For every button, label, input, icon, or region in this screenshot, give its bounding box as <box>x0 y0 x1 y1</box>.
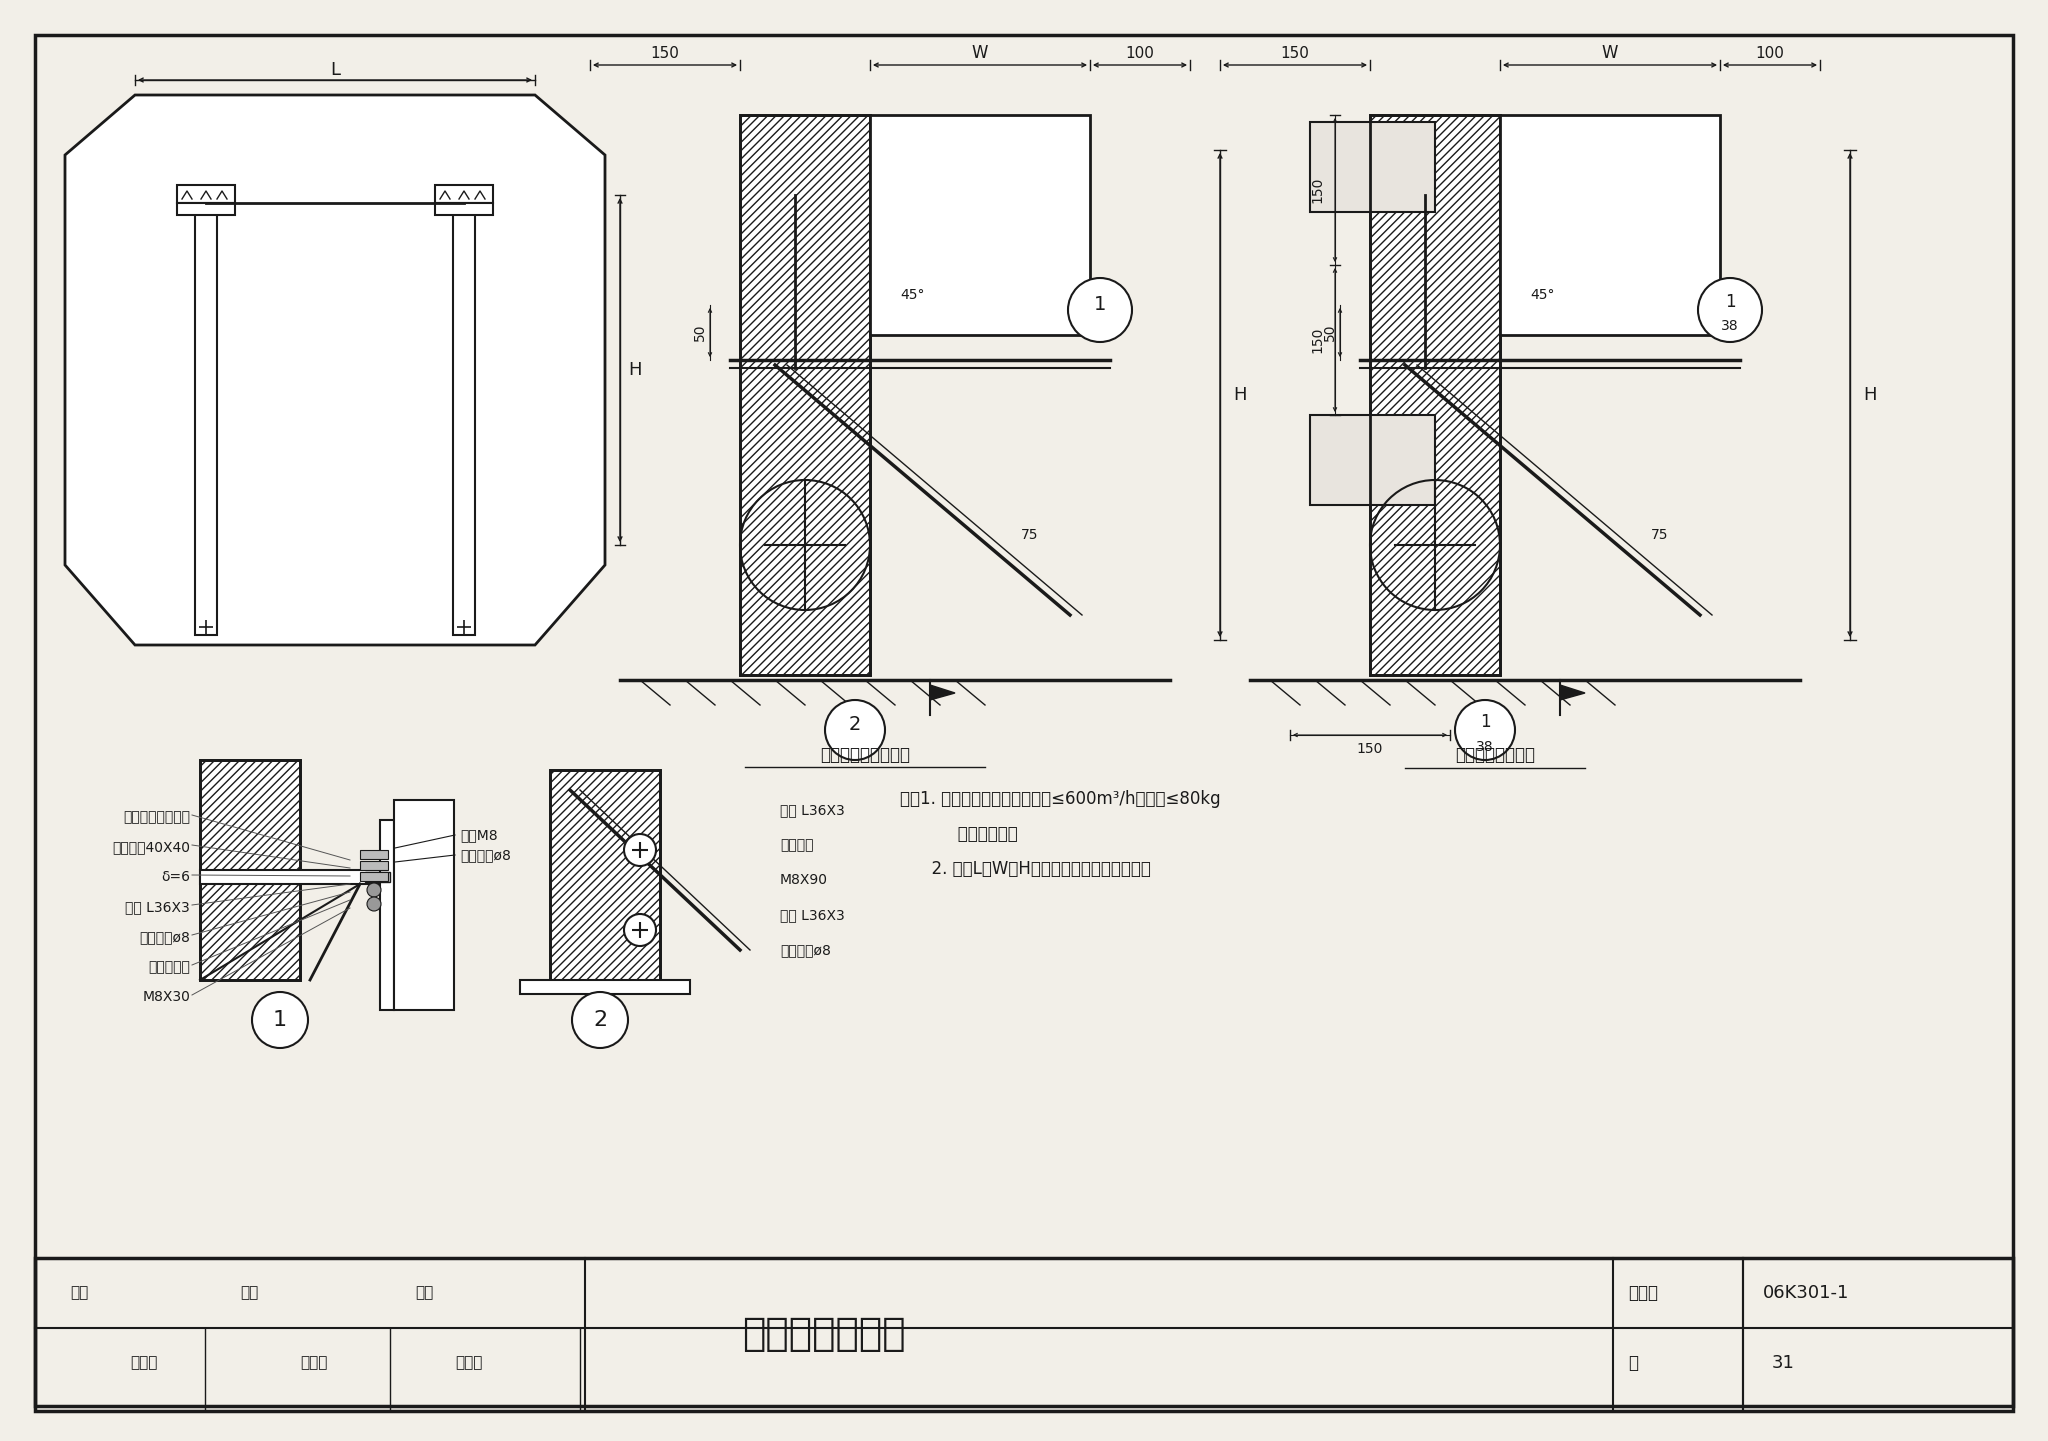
Text: 审核: 审核 <box>70 1285 88 1300</box>
Bar <box>360 872 387 880</box>
Bar <box>1311 122 1436 212</box>
Text: 38: 38 <box>1477 741 1493 754</box>
Bar <box>201 759 299 980</box>
Text: 页: 页 <box>1628 1355 1638 1372</box>
Text: 150: 150 <box>1311 327 1323 353</box>
Text: 钢筋混凝土墙上安装: 钢筋混凝土墙上安装 <box>819 746 909 764</box>
Text: M8X90: M8X90 <box>780 873 827 888</box>
Text: 150: 150 <box>1280 46 1309 61</box>
Text: 45°: 45° <box>899 288 924 303</box>
Text: H: H <box>1864 386 1876 403</box>
Text: 砖墙或轻质砌块墙: 砖墙或轻质砌块墙 <box>1454 746 1536 764</box>
Text: M8X30: M8X30 <box>141 990 190 1004</box>
Circle shape <box>825 700 885 759</box>
Text: 室外壁挂式安装: 室外壁挂式安装 <box>741 1316 905 1353</box>
Bar <box>434 203 494 215</box>
Circle shape <box>1454 700 1516 759</box>
Text: W: W <box>971 45 989 62</box>
Text: W: W <box>1602 45 1618 62</box>
Text: 校对: 校对 <box>240 1285 258 1300</box>
Text: 1: 1 <box>1724 293 1735 311</box>
Bar <box>453 195 475 635</box>
Text: 50: 50 <box>1323 323 1337 340</box>
Text: 栾长辉: 栾长辉 <box>455 1356 483 1370</box>
Text: 1: 1 <box>272 1010 287 1030</box>
Bar <box>195 195 217 635</box>
Bar <box>1311 415 1436 504</box>
Text: 38: 38 <box>1720 318 1739 333</box>
Polygon shape <box>930 684 954 700</box>
Bar <box>1370 115 1499 674</box>
Circle shape <box>1067 278 1133 342</box>
Bar <box>393 800 455 1010</box>
Bar <box>1370 115 1499 674</box>
Bar <box>201 870 399 883</box>
Circle shape <box>252 991 307 1048</box>
Text: δ=6: δ=6 <box>162 870 190 883</box>
Text: 2. 图中L、W和H分别为机组的长、宽和高。: 2. 图中L、W和H分别为机组的长、宽和高。 <box>899 860 1151 878</box>
Polygon shape <box>1561 684 1585 700</box>
Text: 螺栓、螺帽: 螺栓、螺帽 <box>147 960 190 974</box>
Text: 31: 31 <box>1772 1355 1794 1372</box>
Text: H: H <box>1233 386 1247 403</box>
Bar <box>551 769 659 980</box>
Text: 随机配备的安装件: 随机配备的安装件 <box>123 810 190 824</box>
Text: H: H <box>629 362 641 379</box>
Text: 1: 1 <box>1094 295 1106 314</box>
Circle shape <box>625 914 655 945</box>
Text: 橡胶垫片40X40: 橡胶垫片40X40 <box>113 840 190 855</box>
Text: 100: 100 <box>1755 46 1784 61</box>
Bar <box>365 872 389 882</box>
Text: 2: 2 <box>594 1010 606 1030</box>
Text: 弹簧垫圈ø8: 弹簧垫圈ø8 <box>461 847 510 862</box>
Text: 100: 100 <box>1126 46 1155 61</box>
Text: 1: 1 <box>1481 713 1491 731</box>
Text: 50: 50 <box>692 323 707 340</box>
Text: 膨胀螺栓: 膨胀螺栓 <box>780 839 813 852</box>
Bar <box>360 862 387 870</box>
Text: 弹簧垫圈ø8: 弹簧垫圈ø8 <box>139 929 190 944</box>
Text: 06K301-1: 06K301-1 <box>1763 1284 1849 1303</box>
Bar <box>176 203 236 215</box>
Text: 45°: 45° <box>1530 288 1554 303</box>
Text: 弹簧垫圈ø8: 弹簧垫圈ø8 <box>780 942 831 957</box>
Bar <box>201 759 299 980</box>
Text: L: L <box>330 61 340 79</box>
Bar <box>520 980 690 994</box>
Circle shape <box>1698 278 1761 342</box>
Text: 郁永庆: 郁永庆 <box>299 1356 328 1370</box>
Text: 设计: 设计 <box>416 1285 434 1300</box>
Circle shape <box>571 991 629 1048</box>
Text: 150: 150 <box>651 46 680 61</box>
Text: 注：1. 本安装方式适用于新风量≤600m³/h，重量≤80kg: 注：1. 本安装方式适用于新风量≤600m³/h，重量≤80kg <box>899 790 1221 808</box>
Bar <box>360 850 387 859</box>
Bar <box>35 1258 2013 1411</box>
Polygon shape <box>66 95 604 646</box>
Text: 槽架 L36X3: 槽架 L36X3 <box>125 901 190 914</box>
Text: 李运学: 李运学 <box>129 1356 158 1370</box>
Text: 斜撑 L36X3: 斜撑 L36X3 <box>780 803 844 817</box>
Circle shape <box>367 883 381 896</box>
Bar <box>381 820 393 1010</box>
Text: 2: 2 <box>848 716 862 735</box>
Bar <box>870 115 1090 334</box>
Text: 螺母M8: 螺母M8 <box>461 829 498 842</box>
Bar <box>434 184 494 203</box>
Text: 侧架 L36X3: 侧架 L36X3 <box>780 908 844 922</box>
Text: 150: 150 <box>1311 177 1323 203</box>
Bar <box>739 115 870 674</box>
Bar <box>176 184 236 203</box>
Text: 150: 150 <box>1358 742 1382 757</box>
Bar <box>1499 115 1720 334</box>
Bar <box>739 115 870 674</box>
Text: 75: 75 <box>1651 527 1669 542</box>
Text: 图集号: 图集号 <box>1628 1284 1659 1303</box>
Text: 75: 75 <box>1022 527 1038 542</box>
Text: 的所有机型。: 的所有机型。 <box>899 826 1018 843</box>
Bar <box>551 769 659 980</box>
Circle shape <box>367 896 381 911</box>
Circle shape <box>625 834 655 866</box>
